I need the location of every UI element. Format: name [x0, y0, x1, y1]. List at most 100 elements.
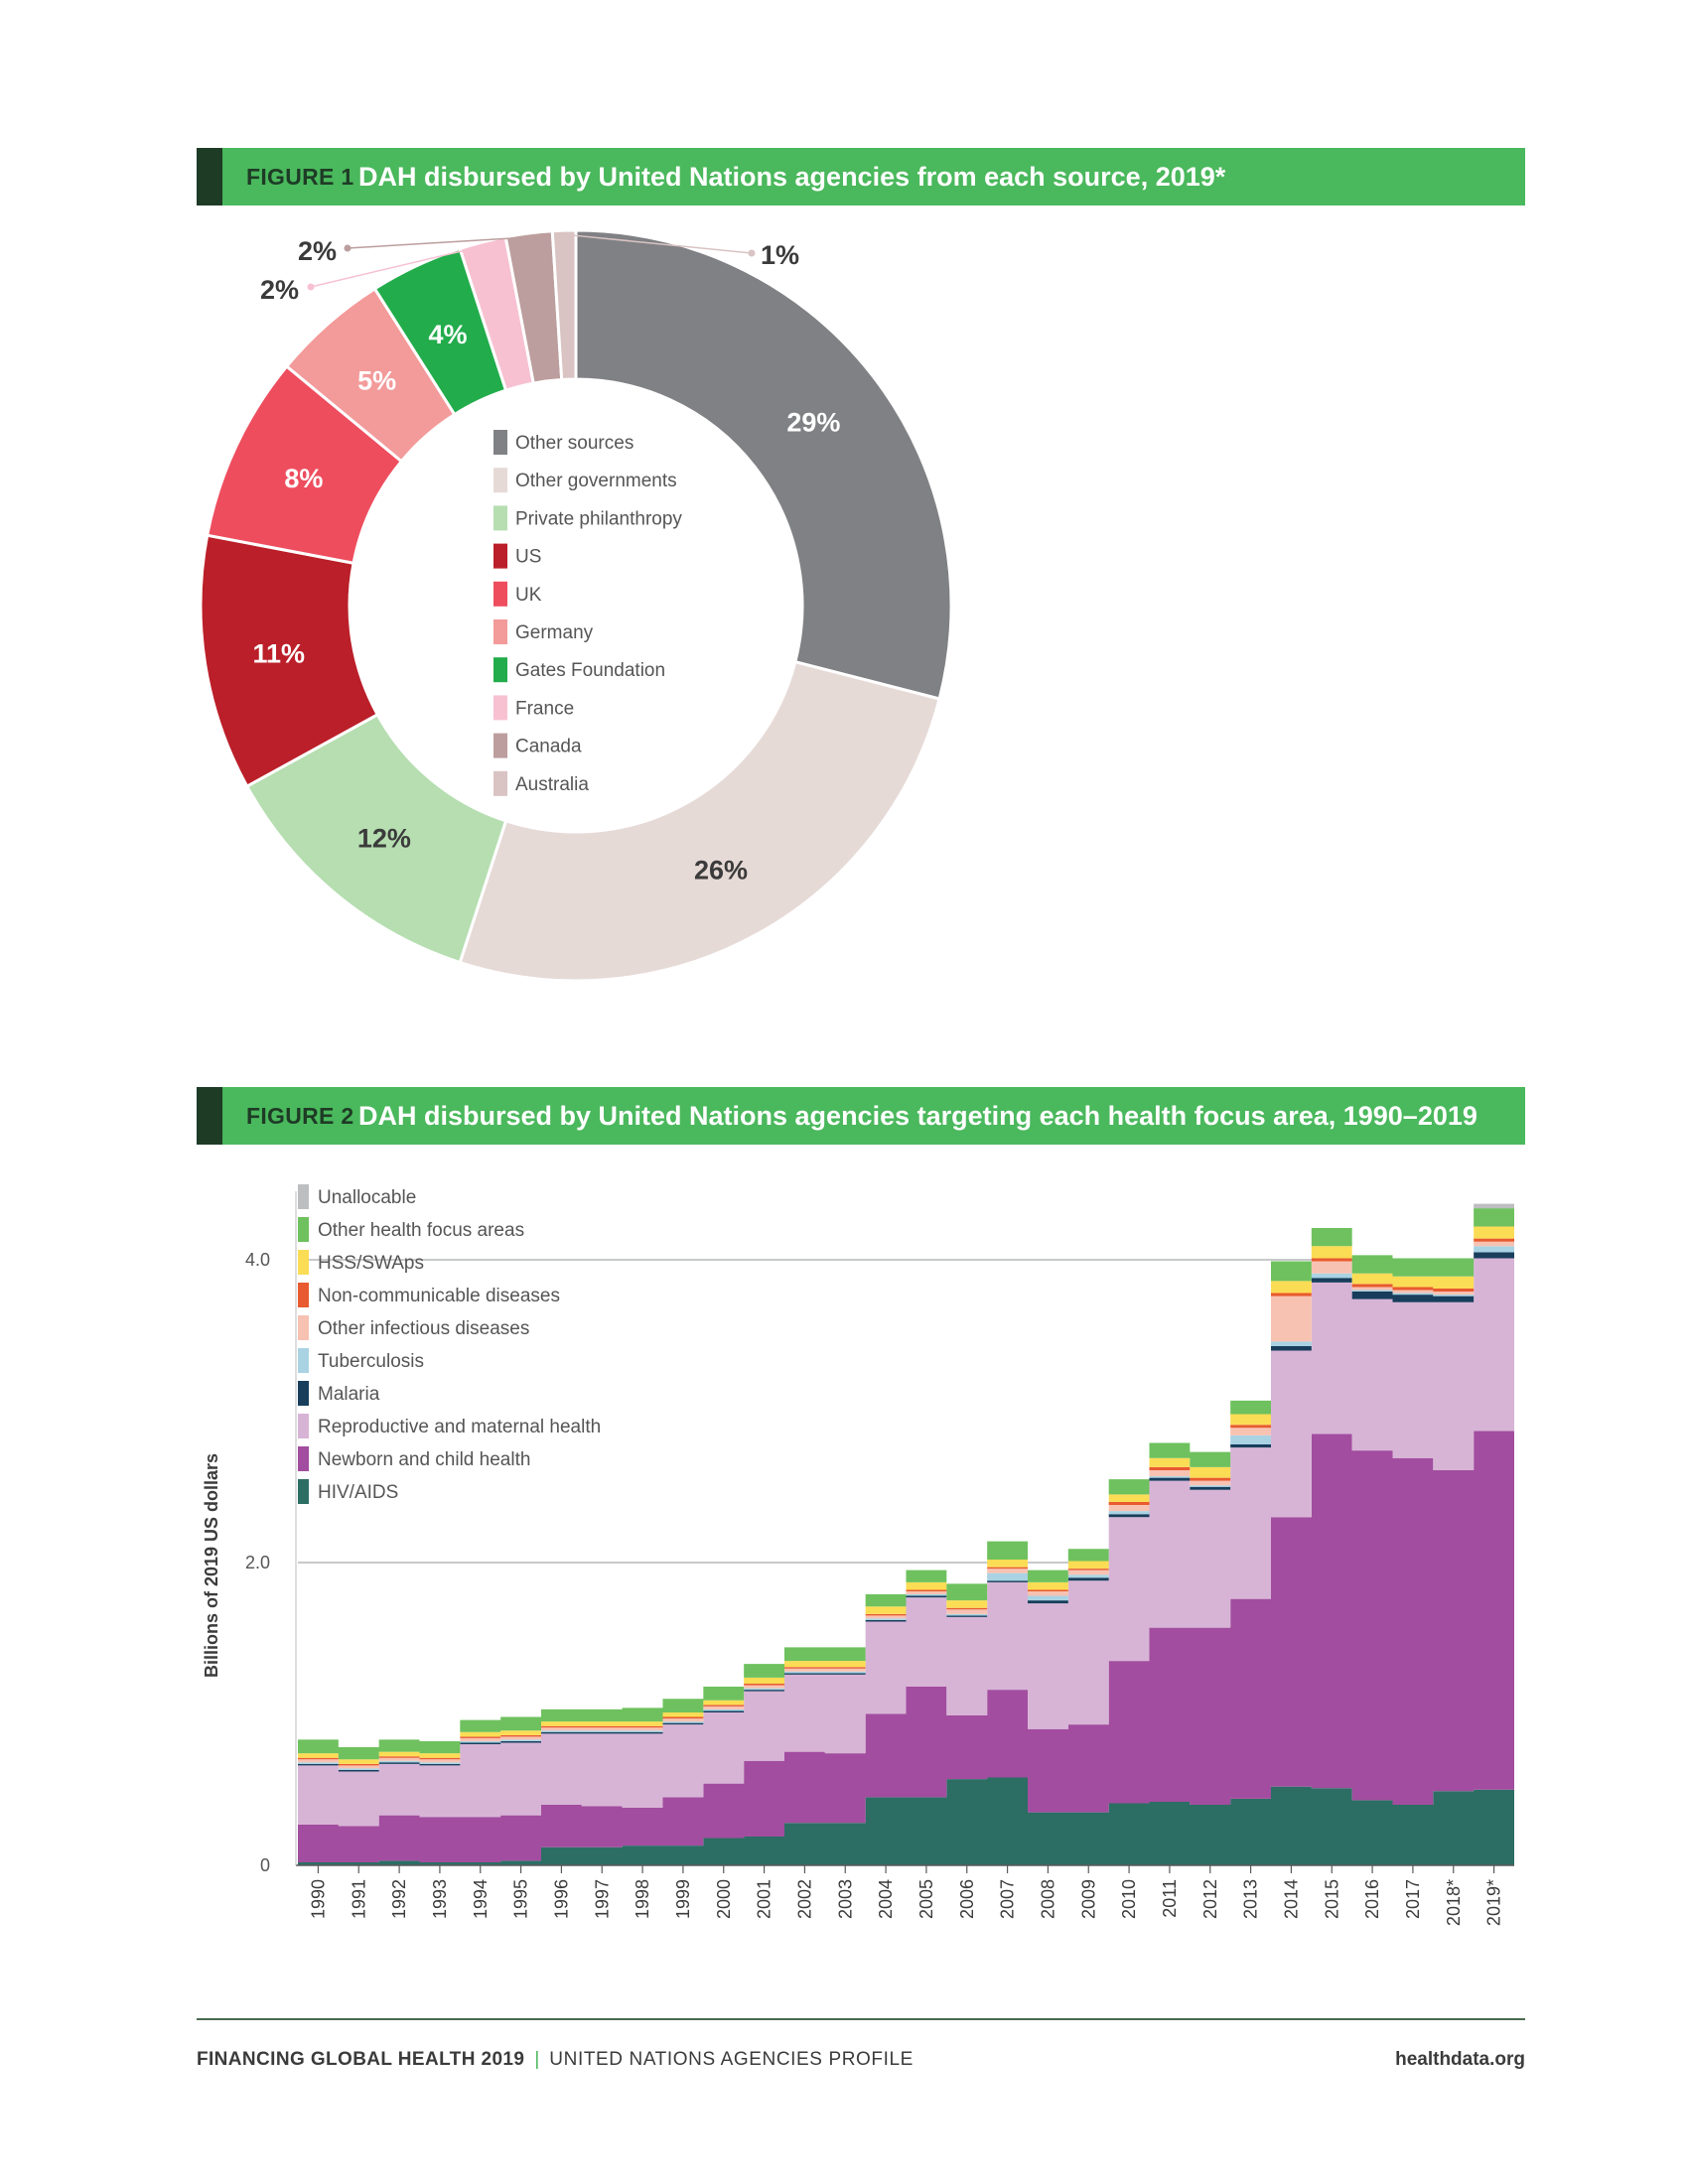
donut-legend-label-uk: UK	[515, 585, 542, 606]
donut-callout-line-australia	[564, 233, 753, 254]
area-series-hss-swaps	[298, 1226, 1514, 1764]
x-tick-label-9: 1999	[673, 1879, 693, 1919]
donut-legend-swatch-other-sources	[493, 430, 507, 455]
area-legend-label-tuberculosis: Tuberculosis	[318, 1351, 424, 1372]
donut-slice-australia	[550, 228, 578, 382]
figure-2-header-tab	[197, 1087, 222, 1145]
figure-2-stacked-area-chart: 0 2.0 4.0 Billions of 2019 US dollars 1990 19…	[202, 1184, 1514, 1926]
figure-1-donut-chart: 29% 26% 12% 11% 8% 5% 4% 2% 2% 1% Other sources Oth…	[199, 228, 953, 983]
x-tick-label-20: 2010	[1119, 1879, 1139, 1919]
x-tick-label-17: 2007	[998, 1879, 1018, 1919]
area-series-reproductive-and-maternal-health	[298, 1258, 1514, 1827]
donut-slice-label-uk: 8%	[284, 464, 323, 493]
donut-legend-label-france: France	[515, 698, 574, 719]
donut-slice-label-canada: 2%	[298, 236, 337, 266]
x-tick-label-26: 2016	[1362, 1879, 1382, 1919]
footer-website: healthdata.org	[1395, 2049, 1525, 2070]
x-tick-label-0: 1990	[308, 1879, 328, 1919]
area-legend-swatch-non-communicable-diseases	[298, 1283, 309, 1307]
footer-publication: FINANCING GLOBAL HEALTH 2019	[197, 2049, 525, 2070]
figure-2-title: DAH disbursed by United Nations agencies…	[358, 1101, 1477, 1131]
donut-legend-swatch-australia	[493, 770, 507, 796]
x-tick-label-1: 1991	[349, 1879, 368, 1919]
donut-slice-label-germany: 5%	[357, 366, 396, 396]
area-legend-swatch-hss-swaps	[298, 1250, 309, 1275]
figure-1-header: FIGURE 1 DAH disbursed by United Nations…	[197, 148, 1525, 205]
x-tick-label-25: 2015	[1322, 1879, 1341, 1919]
area-legend-swatch-reproductive-and-maternal-health	[298, 1414, 309, 1438]
donut-callout-dot-australia	[748, 249, 756, 257]
donut-legend-label-canada: Canada	[515, 737, 582, 757]
donut-legend-swatch-france	[493, 695, 507, 721]
donut-legend-swatch-canada	[493, 733, 507, 758]
donut-callout-line-canada	[347, 236, 530, 249]
x-tick-label-23: 2013	[1241, 1879, 1261, 1919]
x-tick-label-6: 1996	[551, 1879, 571, 1919]
x-tick-label-29: 2019*	[1484, 1879, 1504, 1926]
area-legend-swatch-unallocable	[298, 1184, 309, 1209]
donut-legend-swatch-private-philanthropy	[493, 505, 507, 531]
donut-slice-other-governments	[458, 659, 941, 983]
donut-legend-label-gates-foundation: Gates Foundation	[515, 660, 665, 681]
area-series-other-health-focus-areas	[298, 1208, 1514, 1760]
x-tick-label-19: 2009	[1078, 1879, 1098, 1919]
y-tick-label-1: 2.0	[245, 1553, 270, 1572]
x-tick-label-15: 2005	[916, 1879, 936, 1919]
donut-legend-swatch-uk	[493, 581, 507, 607]
footer-rule	[197, 2018, 1525, 2020]
x-tick-label-8: 1998	[633, 1879, 652, 1919]
x-tick-label-5: 1995	[511, 1879, 531, 1919]
x-tick-label-21: 2011	[1160, 1879, 1180, 1918]
area-legend-label-unallocable: Unallocable	[318, 1187, 416, 1208]
donut-slice-label-australia: 1%	[761, 240, 799, 270]
donut-legend-label-germany: Germany	[515, 622, 594, 643]
x-tick-label-7: 1997	[592, 1879, 612, 1919]
footer-publication-line: FINANCING GLOBAL HEALTH 2019 | UNITED NATI…	[197, 2049, 914, 2071]
x-tick-label-12: 2002	[794, 1879, 814, 1919]
area-legend-label-hiv-aids: HIV/AIDS	[318, 1482, 398, 1503]
footer-separator: |	[534, 2049, 540, 2070]
x-tick-label-2: 1992	[389, 1879, 409, 1919]
area-legend-swatch-newborn-and-child-health	[298, 1446, 309, 1471]
area-legend-label-reproductive-and-maternal-health: Reproductive and maternal health	[318, 1417, 601, 1437]
donut-callout-dot-canada	[344, 244, 352, 252]
donut-callout-line-france	[310, 245, 485, 288]
donut-slice-label-other-governments: 26%	[694, 856, 748, 886]
x-tick-label-18: 2008	[1038, 1879, 1057, 1919]
donut-legend-label-other-governments: Other governments	[515, 471, 677, 491]
donut-legend-swatch-germany	[493, 619, 507, 644]
x-tick-label-24: 2014	[1281, 1879, 1301, 1919]
x-tick-label-22: 2012	[1200, 1879, 1220, 1919]
y-axis-label: Billions of 2019 US dollars	[202, 1453, 221, 1678]
figure-1-header-tab	[197, 148, 222, 205]
donut-legend-label-other-sources: Other sources	[515, 433, 633, 454]
donut-slice-label-other-sources: 29%	[786, 407, 840, 437]
x-tick-label-13: 2003	[835, 1879, 855, 1919]
donut-legend-swatch-gates-foundation	[493, 657, 507, 683]
donut-slice-label-private-philanthropy: 12%	[357, 823, 411, 853]
figure-2-header: FIGURE 2 DAH disbursed by United Nations…	[197, 1087, 1525, 1145]
figure-2-label: FIGURE 2	[246, 1103, 354, 1129]
area-legend-swatch-tuberculosis	[298, 1348, 309, 1373]
donut-slice-other-sources	[574, 228, 953, 701]
donut-slice-label-us: 11%	[252, 638, 305, 668]
area-legend-label-non-communicable-diseases: Non-communicable diseases	[318, 1286, 560, 1306]
donut-legend-swatch-other-governments	[493, 468, 507, 493]
figure-1-label: FIGURE 1	[246, 164, 354, 190]
donut-legend-swatch-us	[493, 543, 507, 569]
area-legend-swatch-hiv-aids	[298, 1479, 309, 1504]
x-tick-label-11: 2001	[755, 1879, 774, 1919]
area-legend-label-newborn-and-child-health: Newborn and child health	[318, 1449, 530, 1470]
donut-slice-label-france: 2%	[260, 275, 299, 305]
figure-1-title: DAH disbursed by United Nations agencies…	[358, 162, 1226, 192]
donut-callout-dot-france	[307, 283, 315, 291]
area-legend-label-other-health-focus-areas: Other health focus areas	[318, 1220, 524, 1241]
donut-slice-label-gates-foundation: 4%	[428, 320, 467, 349]
x-tick-label-10: 2000	[714, 1879, 734, 1919]
y-tick-label-0: 0	[260, 1855, 270, 1875]
donut-legend-label-australia: Australia	[515, 774, 589, 795]
area-legend-swatch-other-infectious-diseases	[298, 1315, 309, 1340]
x-tick-label-28: 2018*	[1444, 1879, 1464, 1926]
y-tick-label-2: 4.0	[245, 1250, 270, 1270]
area-legend-label-other-infectious-diseases: Other infectious diseases	[318, 1318, 529, 1339]
